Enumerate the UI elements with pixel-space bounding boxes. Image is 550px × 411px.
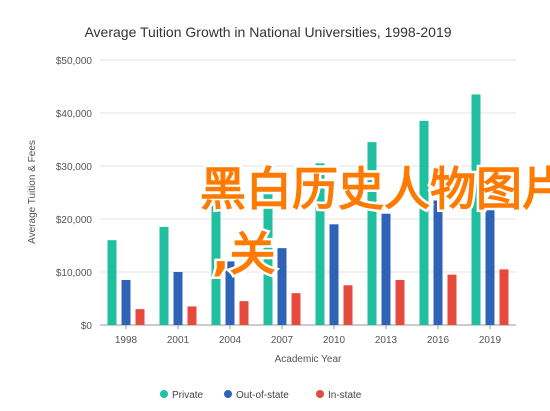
y-axis-label: Average Tuition & Fees — [27, 140, 38, 244]
x-tick-label: 2007 — [271, 335, 294, 346]
x-axis-label: Academic Year — [275, 354, 342, 365]
bar-in-state-2016 — [447, 274, 457, 325]
bar-out-of-state-2010 — [329, 224, 339, 325]
grid — [100, 59, 516, 326]
bar-in-state-2013 — [395, 279, 405, 325]
x-tick-label: 2016 — [427, 335, 450, 346]
chart-title: Average Tuition Growth in National Unive… — [84, 24, 451, 40]
legend: Private Out-of-state In-state — [160, 390, 362, 401]
legend-marker-private — [160, 390, 168, 398]
legend-marker-out-of-state — [224, 390, 232, 398]
bar-in-state-2007 — [291, 293, 301, 325]
bar-private-2013 — [367, 142, 377, 325]
y-tick-label: $0 — [81, 321, 93, 332]
bar-in-state-2019 — [499, 269, 509, 325]
bar-out-of-state-2004 — [225, 261, 235, 325]
bar-out-of-state-2013 — [381, 213, 391, 325]
legend-label: Out-of-state — [236, 390, 289, 401]
x-tick-label: 2010 — [323, 335, 346, 346]
x-tick-label: 2013 — [375, 335, 398, 346]
x-tick-label: 2019 — [479, 335, 502, 346]
bar-private-2001 — [159, 226, 169, 325]
y-tick-label: $50,000 — [56, 56, 93, 67]
y-tick-label: $30,000 — [56, 162, 93, 173]
bar-in-state-2001 — [187, 306, 197, 325]
legend-label: In-state — [328, 390, 362, 401]
bar-private-2019 — [471, 94, 481, 325]
x-tick-label: 2001 — [167, 335, 190, 346]
y-tick-label: $20,000 — [56, 215, 93, 226]
bars — [107, 94, 509, 325]
x-tick-label: 1998 — [115, 335, 138, 346]
x-ticks: 1998 2001 2004 2007 2010 2013 2016 2019 — [115, 325, 502, 346]
bar-out-of-state-2016 — [433, 200, 443, 325]
legend-marker-in-state — [316, 390, 324, 398]
y-tick-label: $40,000 — [56, 109, 93, 120]
bar-out-of-state-2019 — [485, 189, 495, 325]
bar-in-state-2010 — [343, 285, 353, 325]
legend-label: Private — [172, 390, 204, 401]
bar-private-2007 — [263, 184, 273, 325]
y-ticks: $0 $10,000 $20,000 $30,000 $40,000 $50,000 — [56, 56, 93, 332]
bar-out-of-state-2007 — [277, 248, 287, 325]
bar-in-state-2004 — [239, 301, 249, 325]
bar-out-of-state-2001 — [173, 272, 183, 325]
x-tick-label: 2004 — [219, 335, 242, 346]
overlay-text-line2: ,关 — [212, 227, 275, 281]
bar-private-2010 — [315, 163, 325, 325]
overlay-text-line1: 黑白历史人物图片 — [200, 162, 550, 216]
bar-out-of-state-1998 — [121, 279, 131, 325]
bar-private-1998 — [107, 240, 117, 325]
bar-private-2004 — [211, 205, 221, 325]
bar-in-state-1998 — [135, 309, 145, 325]
bar-private-2016 — [419, 120, 429, 325]
y-tick-label: $10,000 — [56, 268, 93, 279]
